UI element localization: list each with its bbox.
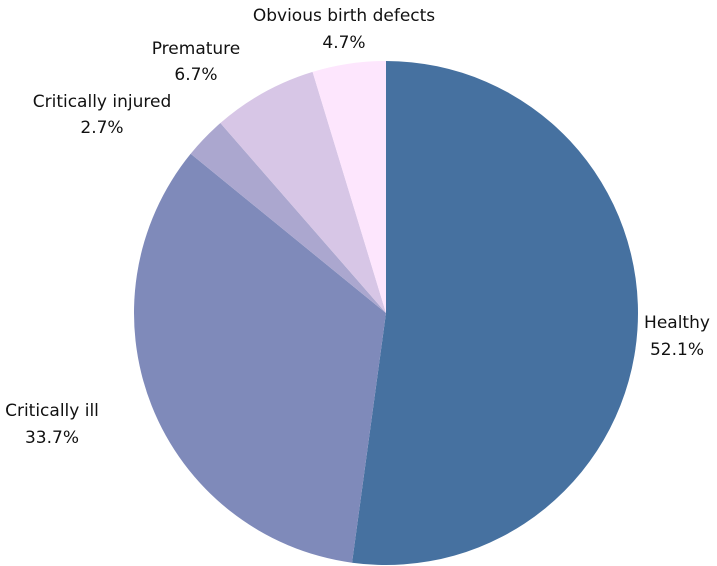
pie-slices <box>133 61 638 565</box>
slice-label: Critically injured <box>33 92 172 112</box>
pie-slice-healthy <box>352 61 638 565</box>
pie-labels: Healthy 52.1% Critically ill 33.7% Criticall… <box>5 6 710 448</box>
pie-slice-premature <box>220 71 386 314</box>
slice-value-label: 52.1% <box>650 340 704 360</box>
slice-value-label: 33.7% <box>25 428 79 448</box>
pie-slice-critically-injured <box>190 123 386 313</box>
slice-value-label: 6.7% <box>174 65 217 85</box>
pie-slice-critically-ill <box>133 153 386 563</box>
slice-value-label: 4.7% <box>322 33 365 53</box>
slice-label: Obvious birth defects <box>253 6 435 26</box>
slice-value-label: 2.7% <box>80 118 123 138</box>
slice-label: Critically ill <box>5 401 99 421</box>
slice-label: Premature <box>152 39 241 59</box>
pie-slice-obvious-birth-defects <box>312 61 386 313</box>
slice-label: Healthy <box>644 313 710 333</box>
